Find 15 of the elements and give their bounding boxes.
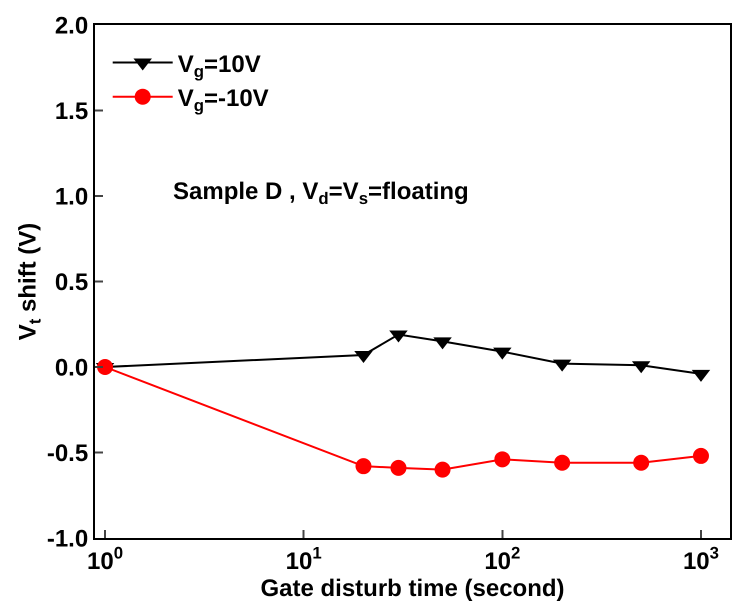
y-tick-label: -1.0 [46, 525, 88, 552]
y-tick-label: 0.5 [54, 268, 88, 296]
y-tick-label: 1.5 [54, 98, 88, 125]
x-tick-label: 10$^{0}$ [87, 544, 124, 575]
x-tick-label: 10$^{3}$ [682, 544, 719, 575]
annotation: Sample D , V$_{d}$=V$_{s}$=floating [173, 178, 469, 208]
x-tick-label: 10$^{1}$ [286, 544, 322, 575]
x-axis-title: Gate disturb time (second) [260, 574, 565, 602]
y-tick-label: -0.5 [46, 440, 88, 467]
legend-label: V$_{g}$=10V [178, 50, 261, 81]
legend-label: V$_{g}$=-10V [178, 85, 269, 116]
x-tick-label: 10$^{2}$ [484, 544, 520, 575]
y-tick-label: 2.0 [54, 12, 88, 40]
y-tick-label: 0.0 [54, 354, 88, 382]
y-tick-label: 1.0 [54, 183, 88, 210]
